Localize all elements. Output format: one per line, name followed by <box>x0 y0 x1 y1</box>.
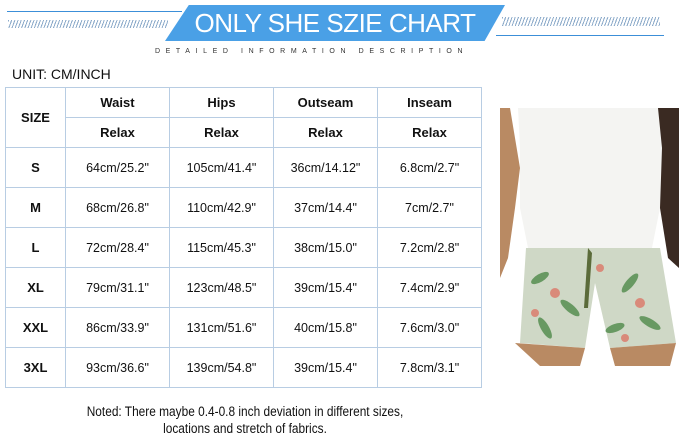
column-subheader: Relax <box>169 117 274 148</box>
measurement-cell: 93cm/36.6" <box>65 347 170 388</box>
measurement-cell: 139cm/54.8" <box>169 347 274 388</box>
measurement-cell: 7.4cm/2.9" <box>377 267 482 308</box>
measurement-cell: 123cm/48.5" <box>169 267 274 308</box>
note-line: locations and stretch of fabrics. <box>163 421 327 436</box>
decorative-hatch <box>8 20 168 28</box>
measurement-cell: 105cm/41.4" <box>169 147 274 188</box>
table-row: S 64cm/25.2" 105cm/41.4" 36cm/14.12" 6.8cm/2… <box>5 147 482 188</box>
column-subheader: Relax <box>273 117 378 148</box>
decorative-line <box>496 35 664 36</box>
column-header: Waist <box>65 87 170 118</box>
column-header: Outseam <box>273 87 378 118</box>
measurement-cell: 64cm/25.2" <box>65 147 170 188</box>
table-header-row: SIZE Waist Hips Outseam Inseam <box>5 87 482 148</box>
measurement-cell: 40cm/15.8" <box>273 307 378 348</box>
subtitle: DETAILED INFORMATION DESCRIPTION <box>155 48 469 55</box>
size-table: SIZE Waist Hips Outseam Inseam Relax Rel… <box>5 87 482 388</box>
decorative-hatch <box>502 17 660 26</box>
measurement-cell: 86cm/33.9" <box>65 307 170 348</box>
measurement-cell: 7.8cm/3.1" <box>377 347 482 388</box>
measurement-cell: 7cm/2.7" <box>377 187 482 228</box>
size-header: SIZE <box>5 87 66 148</box>
measurement-cell: 38cm/15.0" <box>273 227 378 268</box>
measurement-cell: 39cm/15.4" <box>273 267 378 308</box>
measurement-cell: 36cm/14.12" <box>273 147 378 188</box>
column-header: Hips <box>169 87 274 118</box>
table-row: L 72cm/28.4" 115cm/45.3" 38cm/15.0" 7.2cm/2.… <box>5 227 482 268</box>
measurement-cell: 131cm/51.6" <box>169 307 274 348</box>
measurement-cell: 7.2cm/2.8" <box>377 227 482 268</box>
measurement-cell: 115cm/45.3" <box>169 227 274 268</box>
table-row: XXL 86cm/33.9" 131cm/51.6" 40cm/15.8" 7.6cm/… <box>5 307 482 348</box>
table-subheader-row: Relax Relax Relax Relax <box>6 117 482 148</box>
size-cell: 3XL <box>5 347 66 388</box>
title-banner <box>165 5 505 41</box>
table-row: XL 79cm/31.1" 123cm/48.5" 39cm/15.4" 7.4cm/2… <box>5 267 482 308</box>
size-cell: L <box>5 227 66 268</box>
size-cell: M <box>5 187 66 228</box>
chart-title: ONLY SHE SZIE CHART <box>194 8 476 38</box>
measurement-cell: 7.6cm/3.0" <box>377 307 482 348</box>
table-row: 3XL 93cm/36.6" 139cm/54.8" 39cm/15.4" 7.8cm/… <box>5 347 482 388</box>
column-subheader: Relax <box>65 117 170 148</box>
decorative-line <box>7 11 182 12</box>
deviation-note: Noted: There maybe 0.4-0.8 inch deviatio… <box>65 403 426 437</box>
size-cell: XXL <box>5 307 66 348</box>
note-line: Noted: There maybe 0.4-0.8 inch deviatio… <box>86 404 404 419</box>
measurement-cell: 39cm/15.4" <box>273 347 378 388</box>
measurement-cell: 79cm/31.1" <box>65 267 170 308</box>
table-row: M 68cm/26.8" 110cm/42.9" 37cm/14.4" 7cm/2.7" <box>5 187 482 228</box>
product-photo <box>500 108 679 366</box>
column-subheader: Relax <box>377 117 482 148</box>
measurement-cell: 72cm/28.4" <box>65 227 170 268</box>
column-header: Inseam <box>377 87 482 118</box>
size-cell: S <box>5 147 66 188</box>
measurement-cell: 110cm/42.9" <box>169 187 274 228</box>
measurement-cell: 37cm/14.4" <box>273 187 378 228</box>
unit-label: UNIT: CM/INCH <box>12 66 111 82</box>
size-cell: XL <box>5 267 66 308</box>
measurement-cell: 68cm/26.8" <box>65 187 170 228</box>
measurement-cell: 6.8cm/2.7" <box>377 147 482 188</box>
